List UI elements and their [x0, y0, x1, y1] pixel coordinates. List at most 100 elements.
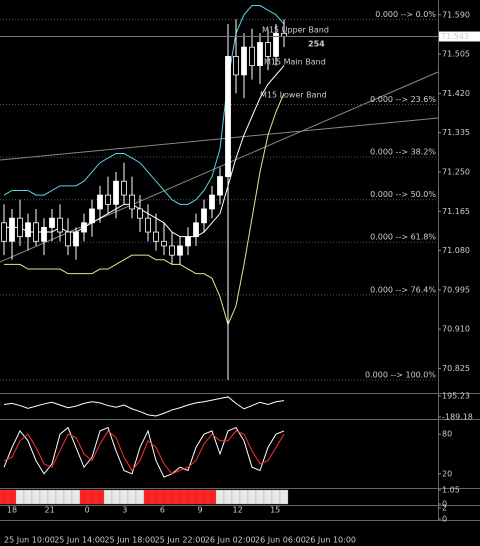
- candle-body: [105, 194, 111, 205]
- candle-body: [169, 245, 175, 256]
- candle-body: [249, 46, 255, 67]
- strip-block: [71, 489, 81, 505]
- strip-block: [255, 489, 265, 505]
- x-tick-label: 3: [122, 506, 127, 515]
- trend-line: [0, 117, 439, 161]
- strip-block: [199, 489, 209, 505]
- strip-block: [183, 489, 193, 505]
- candle-body: [9, 217, 15, 242]
- candle-body: [185, 236, 191, 247]
- strip-block: [7, 489, 17, 505]
- trend-line: [0, 71, 439, 263]
- strip-block: [47, 489, 57, 505]
- candle-body: [201, 208, 207, 224]
- y-tick-label: 70.995: [442, 285, 470, 294]
- strip-block: [95, 489, 105, 505]
- band-line: [3, 5, 285, 205]
- strip-block: [143, 489, 153, 505]
- x-tick-label: 26 Jun 10:00: [305, 536, 356, 545]
- x-tick-label: 26 Jun 02:00: [205, 536, 256, 545]
- strip-block: [231, 489, 241, 505]
- strip-block: [87, 489, 97, 505]
- y-tick-label: 1.05: [442, 486, 460, 495]
- strip-block: [39, 489, 49, 505]
- band-line: [4, 93, 285, 326]
- x-tick-label: 6: [160, 506, 165, 515]
- x-tick-label: 25 Jun 14:00: [54, 536, 105, 545]
- strip-block: [207, 489, 217, 505]
- strip-block: [223, 489, 233, 505]
- strip-block: [191, 489, 201, 505]
- fib-label: 0.000 --> 100.0%: [365, 370, 436, 379]
- y-tick-label: 71.420: [442, 89, 470, 98]
- candle-body: [17, 217, 23, 238]
- candle-body: [1, 222, 7, 242]
- x-tick-label: 12: [233, 506, 243, 515]
- x-tick-label: 21: [45, 506, 55, 515]
- y-tick-label: 80: [442, 430, 452, 439]
- fib-label: 0.000 --> 76.4%: [370, 285, 436, 294]
- strip-block: [247, 489, 257, 505]
- band-label: M15 Main Band: [264, 58, 326, 67]
- candle-body: [233, 55, 239, 76]
- x-tick-label: 18: [7, 506, 17, 515]
- candle-body: [121, 180, 127, 196]
- band-label: M15 Upper Band: [262, 26, 329, 35]
- strip-block: [31, 489, 41, 505]
- y-tick-label: 71.590: [442, 10, 470, 19]
- y-tick-label: 70.825: [442, 364, 470, 373]
- candle-body: [97, 194, 103, 210]
- annotation: 254: [308, 40, 325, 49]
- x-tick-label: 15: [270, 506, 280, 515]
- strip-block: [263, 489, 273, 505]
- x-tick-label: 9: [197, 506, 202, 515]
- fib-label: 0.000 --> 38.2%: [370, 148, 436, 157]
- panel-borders: [0, 0, 480, 521]
- y-tick-label: 20: [442, 469, 452, 478]
- candle-body: [49, 217, 55, 228]
- band-label: M15 Lower Band: [260, 91, 327, 100]
- fib-label: 0.000 --> 50.0%: [370, 190, 436, 199]
- candle-body: [265, 42, 271, 57]
- y-tick-label: 195.23: [442, 392, 470, 401]
- fib-label: 0.000 --> 23.6%: [370, 95, 436, 104]
- strip-block: [119, 489, 129, 505]
- candle-body: [57, 217, 63, 233]
- candle-body: [241, 46, 247, 76]
- fib-label: 0.000 --> 0.0%: [375, 10, 436, 19]
- candle-body: [161, 240, 167, 247]
- indicator-line: [3, 426, 285, 478]
- candle-body: [113, 180, 119, 205]
- strip-block: [111, 489, 121, 505]
- x-tick-label: 25 Jun 18:00: [104, 536, 155, 545]
- indicator-line: [3, 430, 285, 475]
- candle-body: [193, 222, 199, 238]
- y-tick-label: 71.250: [442, 167, 470, 176]
- strip-block: [23, 489, 33, 505]
- x-tick-label: 26 Jun 06:00: [255, 536, 306, 545]
- candle-body: [257, 42, 263, 67]
- candle-body: [33, 222, 39, 242]
- x-tick-label: 25 Jun 10:00: [4, 536, 55, 545]
- candle-body: [65, 231, 71, 247]
- strip-block: [279, 489, 289, 505]
- y-tick-label: 71.165: [442, 207, 470, 216]
- candle-body: [225, 55, 231, 177]
- strip-block: [167, 489, 177, 505]
- y-tick-label: 2: [442, 504, 447, 513]
- candle-body: [177, 245, 183, 256]
- strip-block: [135, 489, 145, 505]
- candle-body: [89, 208, 95, 224]
- y-tick-label: 71.080: [442, 246, 470, 255]
- y-tick-label: -189.18: [442, 413, 473, 422]
- fib-label: 0.000 --> 61.8%: [370, 233, 436, 242]
- candle-body: [217, 176, 223, 196]
- candle-body: [209, 194, 215, 210]
- y-tick-label: 71.335: [442, 128, 470, 137]
- indicator-line: [3, 396, 285, 417]
- strip-block: [127, 489, 137, 505]
- strip-block: [15, 489, 25, 505]
- candle-body: [145, 217, 151, 233]
- strip-block: [0, 489, 9, 505]
- strip-block: [159, 489, 169, 505]
